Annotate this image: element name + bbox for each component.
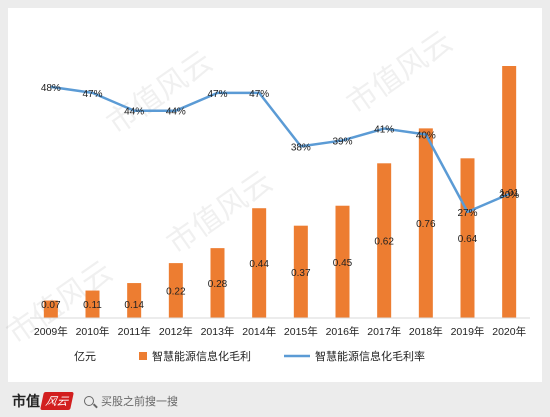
- brand-seal: 风云: [40, 392, 74, 410]
- line-data-label: 41%: [374, 125, 394, 136]
- x-tick-label: 2016年: [326, 325, 360, 338]
- bar-data-label: 0.14: [124, 300, 144, 311]
- combo-chart: 2009年 2010年 2011年 2012年 2013年 2014年 2015年 2016年…: [30, 66, 530, 363]
- brand-name: 市值: [12, 394, 40, 410]
- line-data-label: 30%: [499, 190, 519, 201]
- legend-label-line: 智慧能源信息化毛利率: [315, 349, 425, 363]
- legend-label-bar: 智慧能源信息化毛利: [152, 349, 251, 363]
- x-tick-label: 2011年: [118, 325, 151, 338]
- bar: [418, 128, 433, 318]
- line-data-label: 44%: [166, 107, 186, 118]
- line-data-label: 39%: [332, 136, 352, 147]
- bar: [460, 158, 475, 318]
- bar: [293, 225, 308, 318]
- bar-data-label: 0.28: [208, 279, 228, 290]
- search-box[interactable]: 买股之前搜一搜: [84, 392, 178, 410]
- bar: [502, 66, 517, 318]
- chart-frame: 市值风云 市值风云 市值风云 市值风云 2009年 2010年 2011年 2012年…: [1, 8, 542, 382]
- x-tick-label: 2015年: [284, 325, 318, 338]
- x-tick-label: 2017年: [367, 325, 401, 338]
- bar: [252, 208, 267, 318]
- bar: [335, 205, 350, 318]
- bar: [43, 300, 58, 318]
- bar-data-label: 0.76: [416, 219, 436, 230]
- bar: [85, 290, 100, 318]
- x-tick-label: 2020年: [492, 325, 526, 338]
- bar-data-label: 0.62: [374, 237, 394, 248]
- unit-label: 亿元: [74, 350, 96, 363]
- bar: [168, 263, 183, 318]
- bar-data-label: 0.22: [166, 287, 186, 298]
- x-tick-label: 2012年: [159, 325, 193, 338]
- bar-data-label: 1.01: [499, 188, 519, 199]
- search-placeholder: 买股之前搜一搜: [101, 396, 178, 408]
- x-tick-label: 2013年: [201, 325, 235, 338]
- line-data-label: 47%: [82, 89, 102, 100]
- line-data-label: 47%: [249, 89, 269, 100]
- bar-data-label: 0.64: [458, 234, 478, 245]
- brand-logo[interactable]: 市值 风云: [12, 391, 74, 411]
- bar-data-label: 0.37: [291, 268, 311, 279]
- bar: [127, 283, 142, 318]
- search-icon: [84, 396, 94, 406]
- bar-data-label: 0.11: [83, 300, 102, 311]
- line-data-label: 38%: [291, 142, 311, 153]
- bar: [210, 248, 225, 318]
- legend-swatch-bar: [139, 352, 147, 360]
- footer-bar: 市值 风云 买股之前搜一搜: [0, 382, 550, 417]
- line-data-label: 27%: [457, 208, 477, 219]
- line-series: [50, 85, 510, 214]
- line-data-label: 47%: [207, 89, 227, 100]
- x-tick-label: 2009年: [34, 325, 68, 338]
- x-tick-label: 2018年: [409, 325, 443, 338]
- line-data-label: 40%: [416, 131, 436, 142]
- line-data-label: 48%: [41, 83, 61, 94]
- x-tick-label: 2010年: [76, 325, 110, 338]
- bar-data-label: 0.07: [41, 300, 61, 311]
- bar: [377, 163, 392, 318]
- bar-data-label: 0.45: [333, 258, 353, 269]
- line-data-label: 44%: [124, 107, 144, 118]
- bar-data-label: 0.44: [249, 259, 269, 270]
- x-tick-label: 2014年: [242, 325, 276, 338]
- x-tick-label: 2019年: [451, 325, 485, 338]
